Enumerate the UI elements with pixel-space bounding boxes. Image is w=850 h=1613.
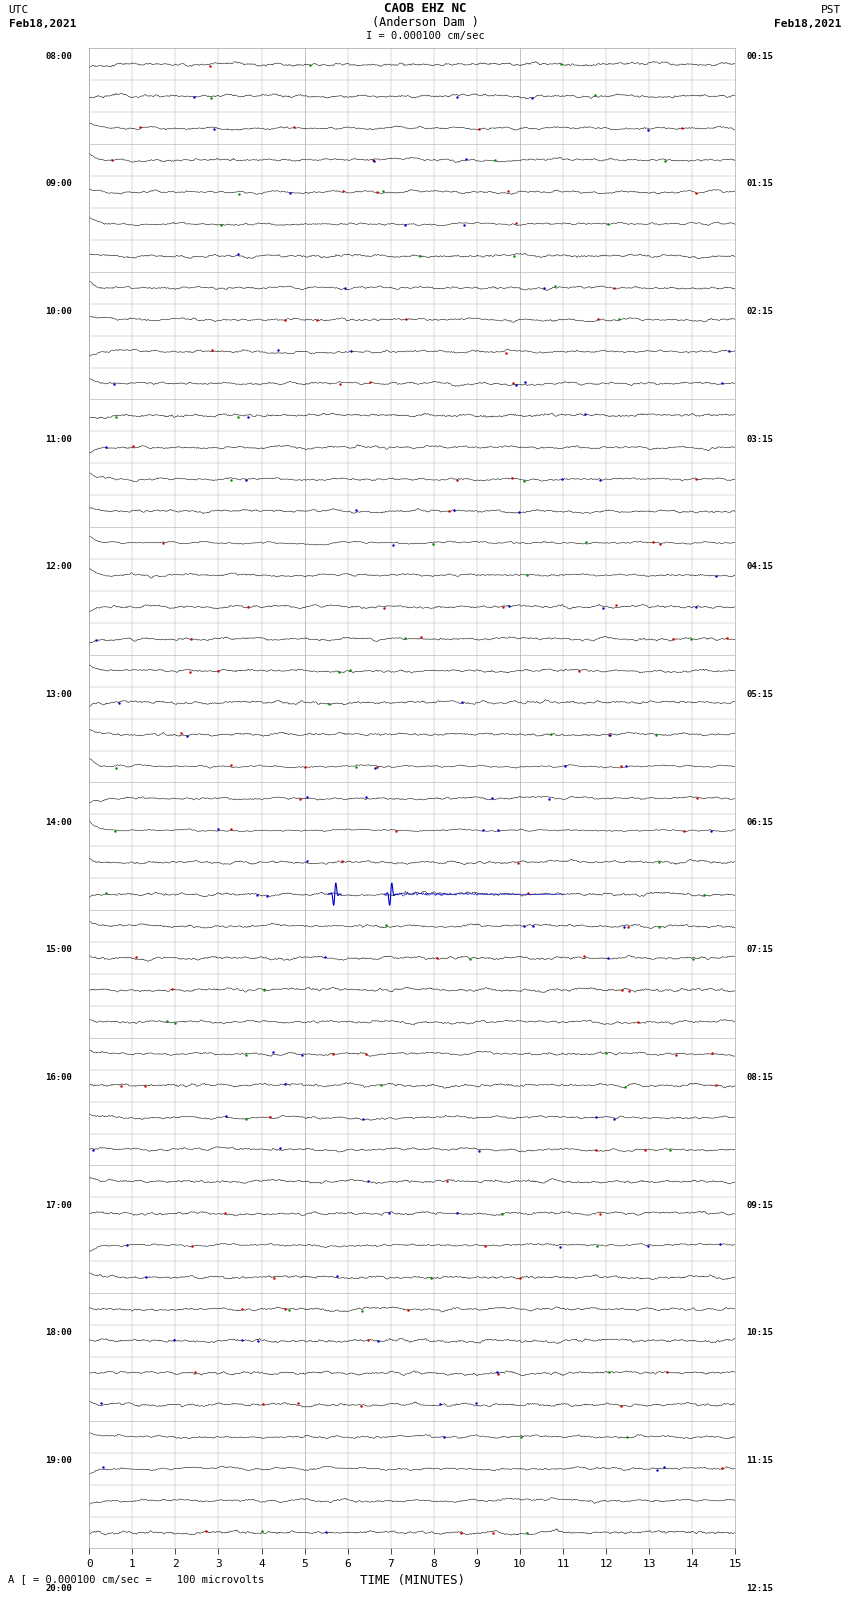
Text: CAOB EHZ NC: CAOB EHZ NC bbox=[383, 2, 467, 15]
Text: 02:15: 02:15 bbox=[746, 306, 773, 316]
Text: 14:00: 14:00 bbox=[45, 818, 72, 826]
X-axis label: TIME (MINUTES): TIME (MINUTES) bbox=[360, 1574, 465, 1587]
Text: 17:00: 17:00 bbox=[45, 1200, 72, 1210]
Text: I = 0.000100 cm/sec: I = 0.000100 cm/sec bbox=[366, 31, 484, 40]
Text: 18:00: 18:00 bbox=[45, 1327, 72, 1337]
Text: (Anderson Dam ): (Anderson Dam ) bbox=[371, 16, 479, 29]
Text: PST: PST bbox=[821, 5, 842, 15]
Text: 08:00: 08:00 bbox=[45, 52, 72, 61]
Text: 09:15: 09:15 bbox=[746, 1200, 773, 1210]
Text: 00:15: 00:15 bbox=[746, 52, 773, 61]
Text: 11:15: 11:15 bbox=[746, 1457, 773, 1465]
Text: 06:15: 06:15 bbox=[746, 818, 773, 826]
Text: A [ = 0.000100 cm/sec =    100 microvolts: A [ = 0.000100 cm/sec = 100 microvolts bbox=[8, 1574, 264, 1584]
Text: 19:00: 19:00 bbox=[45, 1457, 72, 1465]
Text: 09:00: 09:00 bbox=[45, 179, 72, 189]
Text: 16:00: 16:00 bbox=[45, 1073, 72, 1082]
Text: 13:00: 13:00 bbox=[45, 690, 72, 698]
Text: 08:15: 08:15 bbox=[746, 1073, 773, 1082]
Text: 05:15: 05:15 bbox=[746, 690, 773, 698]
Text: 10:15: 10:15 bbox=[746, 1327, 773, 1337]
Text: 20:00: 20:00 bbox=[45, 1584, 72, 1592]
Text: 15:00: 15:00 bbox=[45, 945, 72, 955]
Text: 10:00: 10:00 bbox=[45, 306, 72, 316]
Text: Feb18,2021: Feb18,2021 bbox=[8, 19, 76, 29]
Text: UTC: UTC bbox=[8, 5, 29, 15]
Text: 11:00: 11:00 bbox=[45, 434, 72, 444]
Text: 12:00: 12:00 bbox=[45, 563, 72, 571]
Text: 04:15: 04:15 bbox=[746, 563, 773, 571]
Text: 01:15: 01:15 bbox=[746, 179, 773, 189]
Text: 03:15: 03:15 bbox=[746, 434, 773, 444]
Text: 07:15: 07:15 bbox=[746, 945, 773, 955]
Text: 12:15: 12:15 bbox=[746, 1584, 773, 1592]
Text: Feb18,2021: Feb18,2021 bbox=[774, 19, 842, 29]
